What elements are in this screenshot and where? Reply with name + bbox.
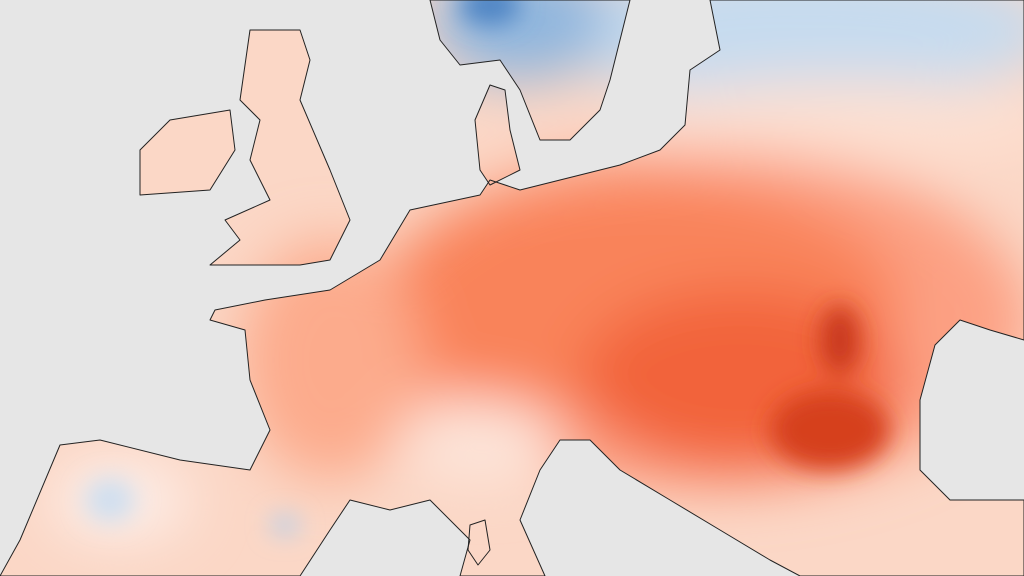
anomaly-field [50, 0, 1024, 540]
anomaly-peaks [85, 0, 890, 535]
